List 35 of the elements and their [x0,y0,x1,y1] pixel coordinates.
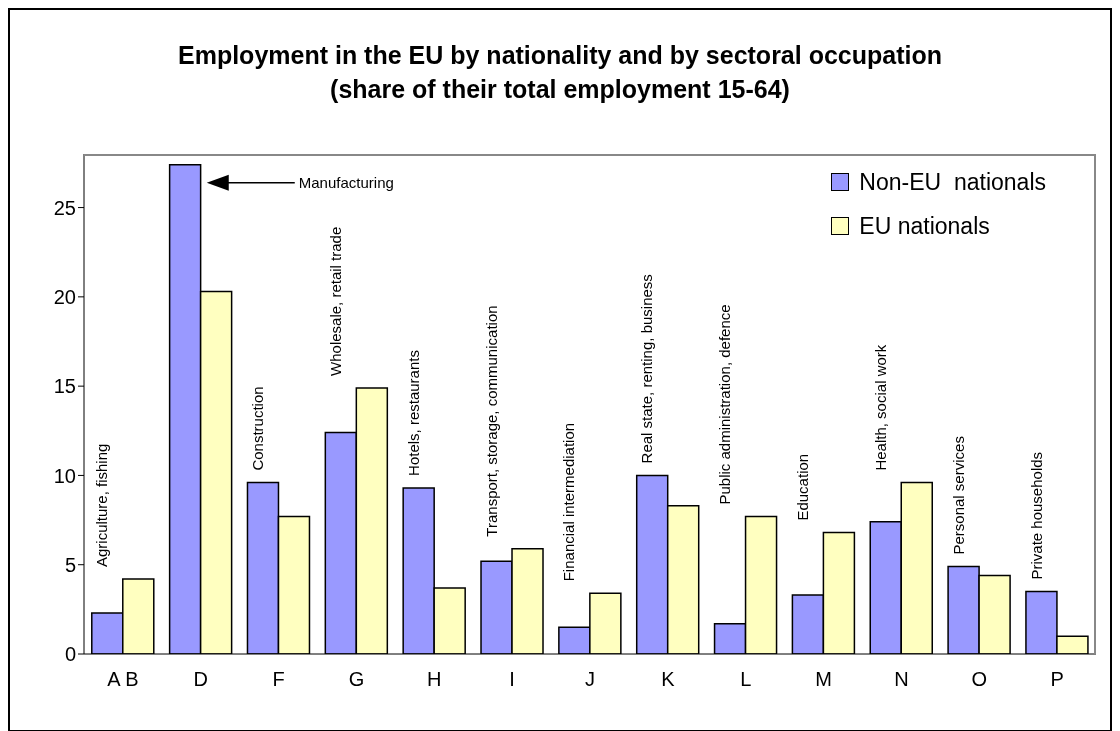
annotation: Education [793,453,811,521]
annotation: Manufacturing [298,173,394,191]
x-tick-label: N [894,668,909,691]
annotation: Real state, renting, business [638,274,656,464]
annotation: Financial intermediation [560,422,578,582]
annotation: Construction [249,386,267,471]
annotation: Personal services [949,436,967,555]
y-tick-label: 5 [64,553,76,576]
annotation: Transport, storage, communication [482,305,500,537]
annotation: Wholesale, retail trade [326,226,344,376]
annotation: Hotels, restaurants [404,350,422,476]
x-tick-label: M [815,668,832,691]
x-tick-label: A B [107,668,139,691]
annotation: Private households [1027,451,1045,580]
y-tick-label: 25 [53,196,76,219]
y-tick-label: 15 [53,375,76,398]
x-tick-label: H [427,668,442,691]
x-tick-label: F [272,668,285,691]
x-tick-label: O [971,668,988,691]
x-tick-label: G [348,668,365,691]
x-tick-label: I [509,668,515,691]
y-tick-label: 10 [53,464,76,487]
annotation: Public administration, defence [716,304,734,505]
x-tick-label: K [661,668,676,691]
x-tick-label: L [740,668,752,691]
legend-label: EU nationals [859,212,990,241]
x-tick-label: J [585,668,595,691]
y-tick-label: 0 [64,643,76,666]
legend-label: Non-EU nationals [859,168,1046,197]
annotation: Agriculture, fishing [93,443,111,567]
chart-title: Employment in the EU by nationality and by sectoral occupation (share of their total employment 15-64) [177,40,943,105]
annotation: Health, social work [871,344,889,471]
y-tick-label: 20 [53,285,76,308]
x-tick-label: P [1050,668,1064,691]
x-tick-label: D [193,668,208,691]
